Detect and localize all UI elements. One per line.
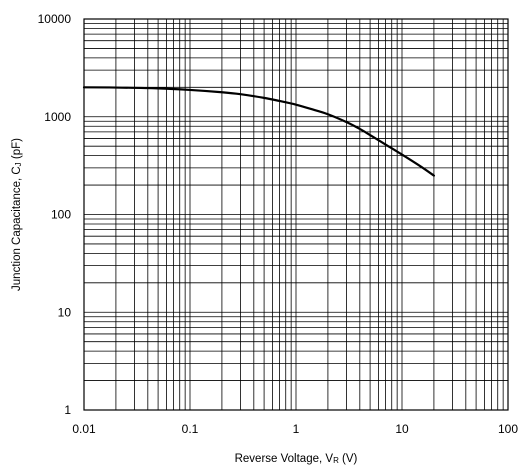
grid (84, 19, 508, 410)
y-axis-label-unit: (pF) (11, 138, 23, 162)
x-axis-label-unit: (V) (339, 453, 358, 465)
y-tick-label: 1 (64, 403, 71, 417)
x-axis-label: Reverse Voltage, VR (V) (235, 453, 358, 465)
y-axis-label-sub: J (14, 162, 23, 166)
plot-frame (83, 18, 509, 411)
y-tick-label: 1000 (44, 110, 71, 124)
x-tick-labels: 0.01 0.1 1 10 100 (72, 422, 518, 436)
x-axis-label-main: Reverse Voltage, V (235, 453, 334, 465)
curve-layer (82, 86, 436, 177)
y-axis-label-main: Junction Capacitance, C (11, 166, 23, 291)
x-tick-label: 10 (395, 422, 409, 436)
capacitance-curve (82, 86, 436, 177)
x-tick-label: 100 (498, 422, 518, 436)
y-axis-label: Junction Capacitance, CJ (pF) (11, 138, 23, 291)
x-tick-label: 1 (293, 422, 300, 436)
y-tick-label: 100 (51, 208, 71, 222)
x-axis-label-sub: R (333, 456, 339, 465)
x-tick-label: 0.1 (182, 422, 199, 436)
x-tick-label: 0.01 (72, 422, 96, 436)
y-tick-label: 10 (58, 305, 72, 319)
y-tick-label: 10000 (38, 12, 72, 26)
y-tick-labels: 1 10 100 1000 10000 (38, 12, 72, 417)
